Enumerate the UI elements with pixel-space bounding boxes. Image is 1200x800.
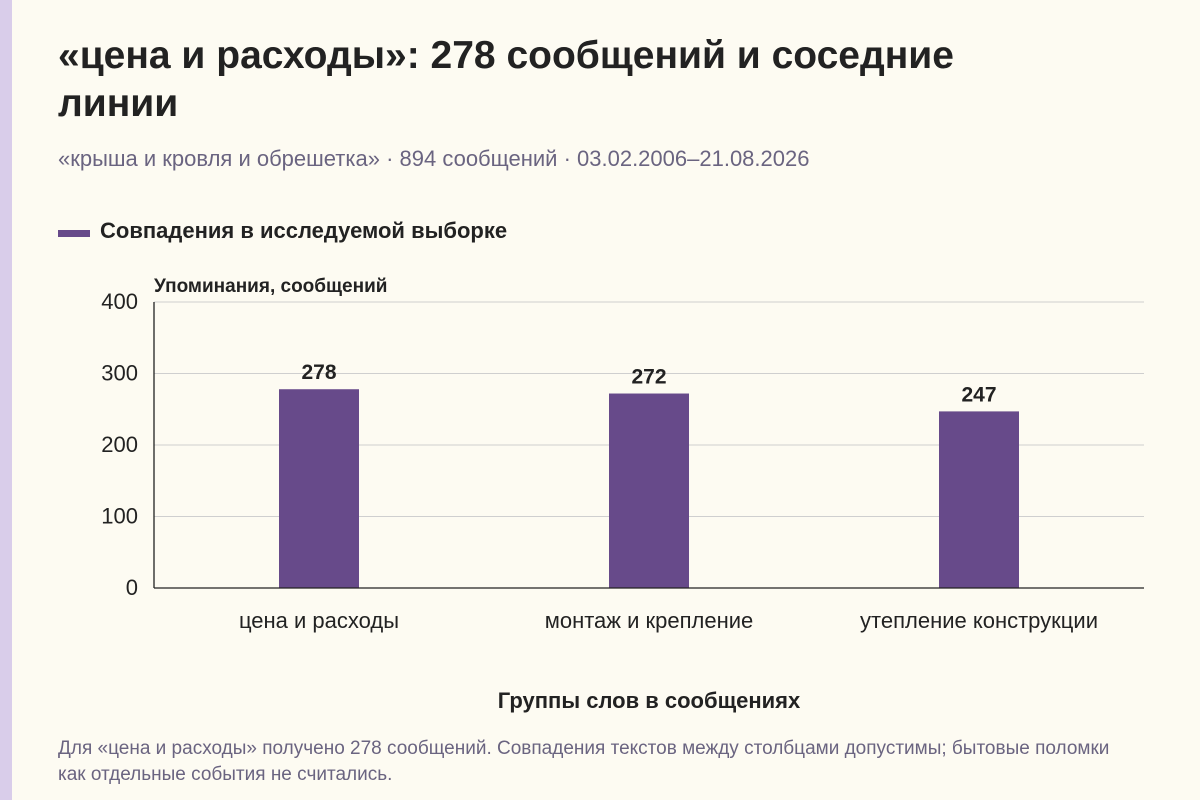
data-label: 278 [301, 361, 336, 384]
data-label: 272 [631, 366, 666, 389]
bar-layer [279, 389, 1019, 588]
chart-title: «цена и расходы»: 278 сообщений и соседн… [58, 34, 954, 125]
y-tick-label: 200 [101, 432, 138, 457]
chart-subtitle: «крыша и кровля и обрешетка» · 894 сообщ… [58, 146, 810, 171]
x-tick-labels: цена и расходы монтаж и крепление утеплени… [239, 608, 1098, 633]
bar [939, 411, 1019, 588]
x-axis-label: Группы слов в сообщениях [498, 688, 801, 713]
bar [279, 389, 359, 588]
legend-label: Совпадения в исследуемой выборке [100, 218, 508, 243]
y-tick-label: 100 [101, 504, 138, 529]
x-tick-label: монтаж и крепление [545, 608, 754, 633]
y-tick-labels: 0 100 200 300 400 [101, 289, 138, 600]
x-tick-label: утепление конструкции [860, 608, 1098, 633]
data-label: 247 [961, 383, 996, 406]
bar [609, 393, 689, 588]
y-tick-label: 400 [101, 289, 138, 314]
accent-strip [0, 0, 12, 800]
legend-swatch [58, 229, 90, 237]
caption-note: Для «цена и расходы» получено 278 сообще… [58, 738, 1110, 785]
y-tick-label: 300 [101, 361, 138, 386]
y-axis-label: Упоминания, сообщений [154, 276, 387, 297]
x-tick-label: цена и расходы [239, 608, 399, 633]
y-tick-label: 0 [126, 575, 138, 600]
data-labels: 278 272 247 [301, 361, 996, 406]
legend: Совпадения в исследуемой выборке [58, 218, 507, 244]
bar-chart: Упоминания, сообщений 0 100 200 300 400 цена… [101, 276, 1144, 713]
